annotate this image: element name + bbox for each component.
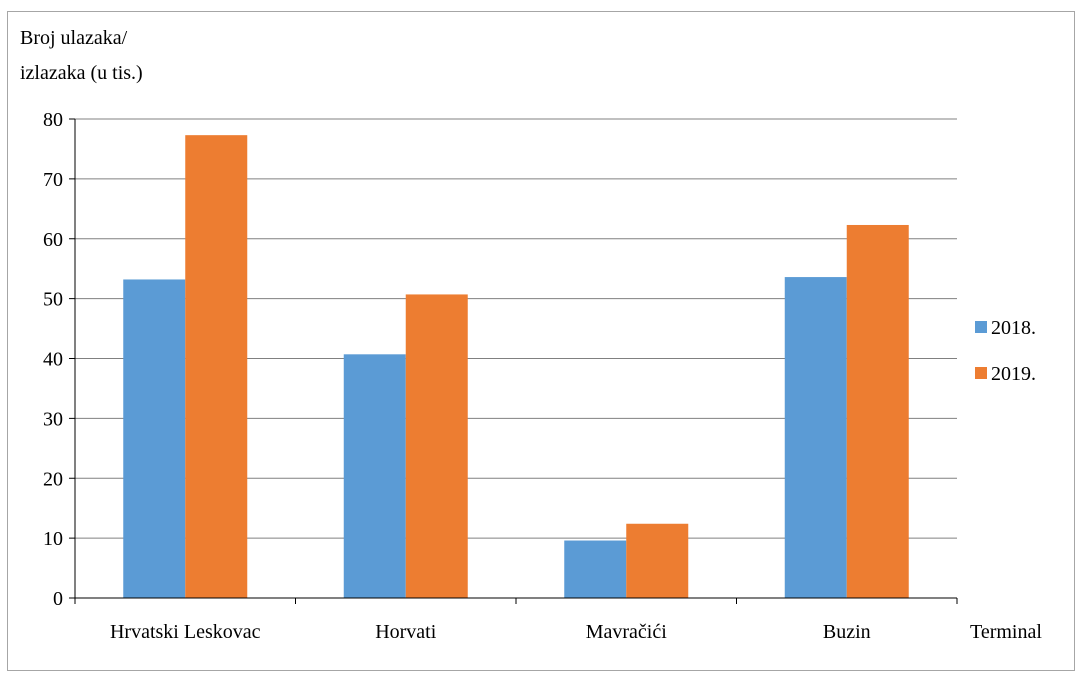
bar — [626, 523, 689, 598]
y-tick-label: 50 — [43, 289, 63, 311]
y-tick-label: 70 — [43, 169, 63, 191]
legend-swatch — [975, 321, 987, 333]
bar — [123, 279, 186, 598]
y-tick-label: 60 — [43, 229, 63, 251]
x-category-label: Mavračići — [586, 621, 668, 643]
legend-label: 2019. — [991, 363, 1036, 385]
x-category-label: Hrvatski Leskovac — [110, 621, 261, 643]
bar — [784, 277, 847, 598]
bar — [343, 354, 406, 598]
y-tick-label: 40 — [43, 349, 63, 371]
bar — [185, 135, 248, 598]
bar — [405, 294, 468, 598]
bar — [564, 540, 627, 598]
legend-label: 2018. — [991, 317, 1036, 339]
y-axis-label-line-1: Broj ulazaka/ — [20, 27, 128, 49]
bar — [846, 224, 909, 598]
x-category-label: Horvati — [375, 621, 437, 643]
y-tick-label: 0 — [53, 588, 63, 610]
y-tick-label: 30 — [43, 408, 63, 430]
x-axis-label: Terminal — [970, 621, 1042, 643]
legend-swatch — [975, 367, 987, 379]
y-tick-label: 20 — [43, 468, 63, 490]
y-tick-label: 10 — [43, 528, 63, 550]
x-category-label: Buzin — [823, 621, 871, 643]
y-axis-label-line-2: izlazaka (u tis.) — [20, 62, 143, 84]
y-tick-label: 80 — [43, 109, 63, 131]
